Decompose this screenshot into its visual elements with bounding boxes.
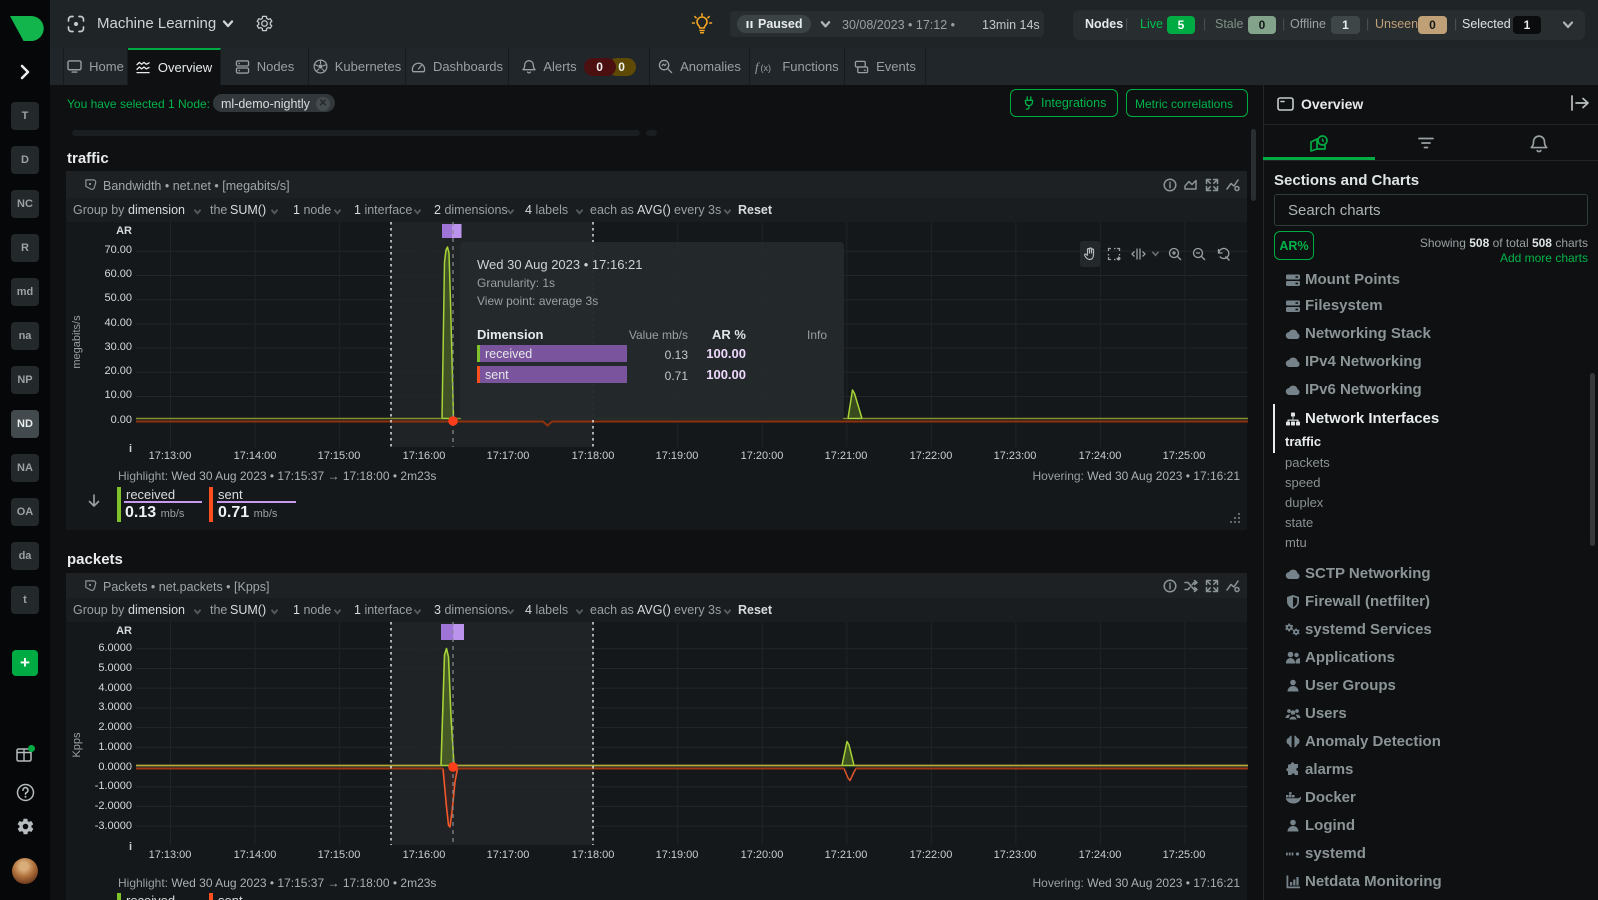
svg-text:f: f: [755, 60, 760, 74]
svg-text:(x): (x): [761, 63, 772, 73]
